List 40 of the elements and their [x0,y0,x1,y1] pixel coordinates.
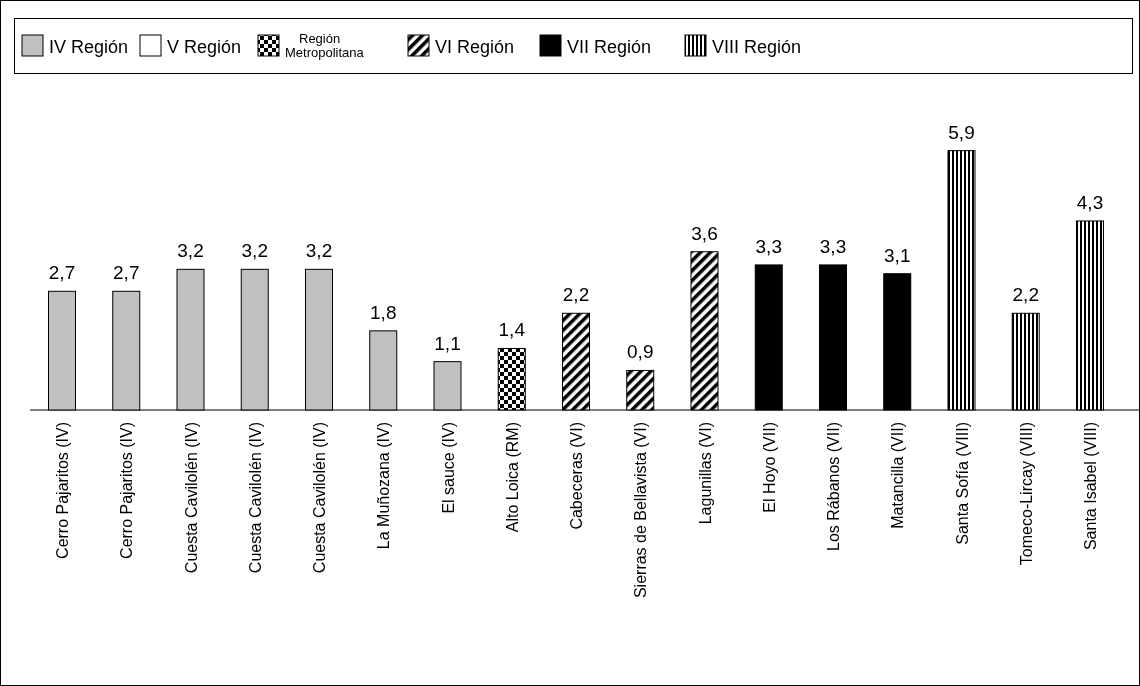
data-label: 3,2 [177,240,204,262]
data-label: 3,1 [884,244,911,266]
x-tick-label: Sierras de Bellavista (VI) [632,422,650,599]
x-tick-label: Tomeco-Lircay (VIII) [1017,422,1035,566]
x-tick-label: Alto Loica (RM) [503,422,521,533]
data-label: 3,6 [691,222,718,244]
x-tick-label: Cuesta Cavilolén (IV) [182,422,200,574]
x-tick-label: Cuesta Cavilolén (IV) [311,422,328,574]
x-tick-label: Cerro Pajaritos (IV) [118,422,136,559]
data-label: 3,2 [305,240,333,262]
data-label: 1,4 [498,319,526,341]
legend-label: V Región [167,37,242,57]
x-tick-label: Santa Isabel (VIII) [1082,422,1099,551]
legend-label: Región Metropolitana [285,31,365,60]
legend-label: IV Región [49,37,129,57]
x-tick-label: La Muñozana (IV) [375,422,393,550]
x-tick-label: Matancilla (VII) [889,422,907,529]
data-label: 3,3 [819,235,847,257]
x-tick-label: Santa Sofía (VIII) [953,422,971,545]
x-tick-label: Cabeceras (VI) [568,422,585,530]
data-label: 1,8 [370,301,397,323]
data-label: 3,3 [755,235,782,257]
data-label: 0,9 [627,341,654,363]
data-label: 4,3 [1076,191,1104,213]
data-label: 5,9 [948,121,975,143]
data-label: 2,7 [48,262,76,284]
x-tick-label: El Hoyo (VII) [760,422,778,513]
x-tick-label: Los Rábanos (VII) [825,422,842,551]
legend-label: VI Región [435,37,515,57]
data-label: 3,2 [241,240,268,262]
x-tick-label: Lagunillas (VI) [696,422,714,525]
data-label: 1,1 [434,332,461,354]
legend-label: VII Región [567,37,652,57]
data-label: 2,2 [1012,284,1039,306]
x-tick-label: Cuesta Cavilolén (IV) [246,422,264,574]
x-tick-label: Cerro Pajaritos (IV) [54,422,71,559]
data-label: 2,2 [562,284,590,306]
x-tick-label: El sauce (IV) [439,422,457,514]
data-label: 2,7 [113,262,140,284]
legend-label: VIII Región [712,37,802,57]
